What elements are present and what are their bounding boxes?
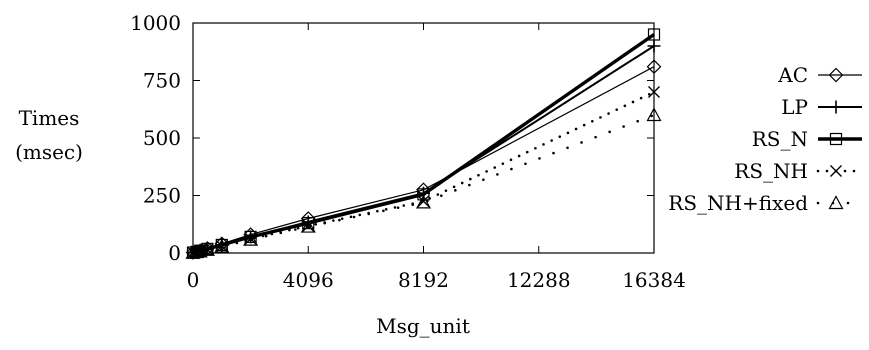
legend-label: LP [781,95,808,119]
data-point [302,217,315,230]
x-tick-label: 16384 [622,268,686,292]
legend-label: RS_NH+fixed [668,191,808,215]
data-point [189,244,205,259]
series-line [192,66,655,254]
series-ac [185,59,662,260]
x-tick-label: 12288 [507,268,571,292]
legend-marker [828,195,844,210]
y-tick-label: 0 [168,241,181,265]
x-tick-label: 8192 [398,268,449,292]
y-tick-label: 500 [143,126,181,150]
legend-entry: RS_NH [734,159,864,183]
legend: AC LP RS_N RS_NH RS_NH+fixed [668,63,864,215]
legend-entry: LP [781,95,862,119]
data-point [417,188,430,201]
data-point [646,107,662,122]
data-point [646,59,662,75]
series-line [192,33,655,255]
data-point [415,194,432,209]
series-line [191,113,656,255]
series-line [191,90,656,254]
legend-entry: RS_N [752,127,862,151]
y-tick-label: 250 [143,184,181,208]
data-point [647,39,661,53]
data-point [302,219,315,232]
series-layer [185,28,662,260]
legend-label: AC [777,63,808,87]
y-axis-title-line-1: Times [19,106,80,130]
data-point [647,28,661,41]
legend-label: RS_N [752,127,808,151]
data-point [648,86,660,98]
series-rs-nh-fixed [185,107,662,259]
y-tick-label: 750 [143,69,181,93]
data-point [243,231,259,246]
series-line [192,45,655,254]
series-lp [186,39,661,260]
data-point [214,238,230,253]
x-axis-title: Msg_unit [376,314,470,338]
legend-marker [828,67,844,83]
data-point [300,218,316,233]
x-tick-label: 4096 [283,268,334,292]
data-point [199,242,215,256]
plot-frame [192,22,655,254]
legend-marker [829,132,843,146]
series-rs-n [186,28,661,259]
legend-label: RS_NH [734,159,808,183]
legend-entry: AC [777,63,862,87]
legend-entry: RS_NH+fixed [668,191,864,215]
x-tick-label: 0 [187,268,200,292]
data-point [417,195,430,208]
legend-marker [829,100,843,114]
y-axis-title-line-2: (msec) [15,140,83,164]
legend-marker [830,165,842,177]
axes-layer: 0 4096 8192 12288 16384 0 250 500 750 1000 [130,11,686,292]
y-tick-label: 1000 [130,11,181,35]
data-point [244,230,257,243]
